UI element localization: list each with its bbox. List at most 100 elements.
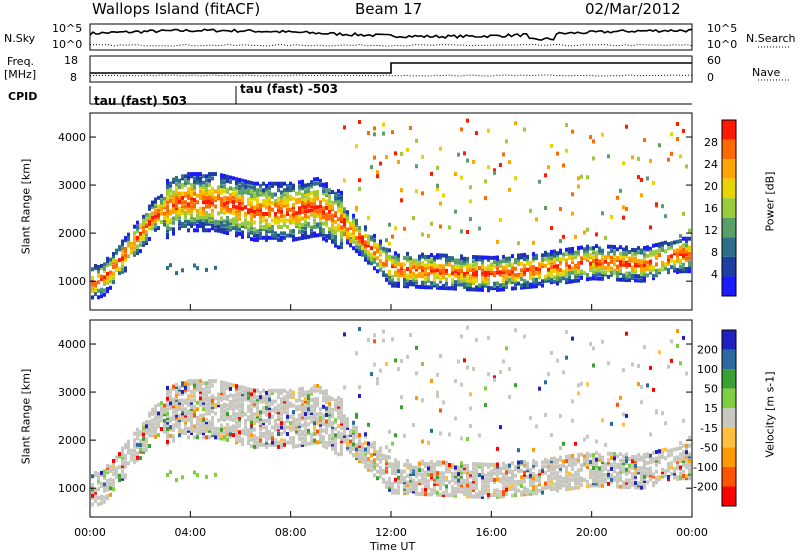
velocity-cell — [241, 428, 244, 433]
velocity-cell — [415, 474, 418, 479]
power-cell — [316, 213, 319, 218]
power-cell — [136, 235, 139, 240]
velocity-cell — [271, 388, 274, 393]
power-cell — [475, 285, 478, 290]
power-cell — [550, 143, 553, 148]
velocity-cell — [502, 492, 505, 497]
power-cell — [487, 165, 490, 170]
power-cell — [217, 224, 220, 229]
power-cell — [163, 203, 166, 208]
power-cell — [187, 180, 190, 185]
velocity-cell — [226, 384, 229, 388]
power-cell — [97, 280, 100, 285]
velocity-cell — [106, 494, 109, 498]
velocity-cell — [532, 459, 535, 464]
power-cell — [217, 211, 220, 216]
velocity-cell — [652, 387, 655, 392]
power-cell — [298, 210, 301, 215]
velocity-cell — [475, 477, 478, 482]
velocity-cell — [142, 432, 145, 437]
velocity-cell — [592, 472, 595, 477]
power-cell — [91, 289, 94, 293]
power-cell — [181, 211, 184, 215]
velocity-cell — [475, 338, 478, 343]
velocity-cell — [595, 464, 598, 469]
velocity-cell — [235, 425, 238, 430]
velocity-cell — [436, 475, 439, 480]
power-cell — [190, 174, 193, 179]
velocity-cell — [175, 404, 178, 409]
velocity-cell — [661, 474, 664, 479]
velocity-cell — [235, 440, 238, 445]
velocity-cell — [589, 462, 592, 467]
velocity-cell — [436, 492, 439, 497]
power-cell — [154, 201, 157, 206]
velocity-cell — [604, 442, 607, 447]
y-tick-label: 2000 — [58, 227, 86, 240]
power-cell — [319, 222, 322, 226]
y-tick-label: 2000 — [58, 434, 86, 447]
power-cell — [352, 246, 355, 251]
power-cell — [415, 189, 418, 194]
velocity-cell — [199, 428, 202, 433]
velocity-cell — [511, 482, 514, 487]
power-cell — [358, 249, 361, 254]
power-cell — [310, 234, 313, 239]
velocity-cell — [451, 474, 454, 478]
power-cell — [121, 256, 124, 261]
power-cell — [475, 131, 478, 136]
power-cell — [349, 226, 352, 230]
velocity-cell — [202, 398, 205, 403]
power-cell — [403, 226, 406, 231]
power-cell — [490, 266, 493, 271]
power-cell — [214, 172, 217, 177]
velocity-cell — [232, 402, 235, 407]
power-cell — [352, 227, 355, 232]
power-cell — [559, 268, 562, 273]
power-cell — [682, 247, 685, 252]
velocity-cell — [391, 486, 394, 491]
power-cell — [457, 280, 460, 285]
velocity-cell — [658, 350, 661, 355]
velocity-cell — [592, 481, 595, 486]
power-cell — [334, 228, 337, 233]
power-cell — [472, 270, 475, 275]
power-cell — [172, 231, 175, 236]
velocity-cell — [145, 439, 148, 444]
power-cell — [373, 155, 376, 160]
velocity-cell — [463, 491, 466, 496]
power-cell — [241, 183, 244, 187]
power-cell — [97, 265, 100, 269]
power-cell — [424, 276, 427, 281]
power-cell — [235, 213, 238, 218]
velocity-cell — [421, 472, 424, 477]
power-cell — [421, 274, 424, 279]
power-cell — [103, 281, 106, 286]
power-cell — [361, 252, 364, 257]
velocity-cell — [190, 426, 193, 431]
power-cell — [313, 190, 316, 195]
velocity-cell — [457, 478, 460, 483]
velocity-cell — [331, 412, 334, 417]
velocity-cell — [97, 476, 100, 481]
velocity-cell — [454, 379, 457, 384]
power-cell — [397, 160, 400, 164]
power-cell — [274, 231, 277, 236]
power-cell — [238, 180, 241, 184]
velocity-cell — [196, 381, 199, 386]
power-cell — [220, 190, 223, 195]
velocity-cell — [586, 456, 589, 461]
power-cell — [259, 192, 262, 197]
velocity-cell — [97, 502, 100, 507]
power-cell — [403, 284, 406, 289]
power-cell — [187, 208, 190, 213]
velocity-cell — [301, 391, 304, 396]
power-cell — [529, 265, 532, 270]
velocity-cell — [655, 450, 658, 454]
velocity-cell — [145, 448, 148, 453]
velocity-cell — [658, 449, 661, 454]
power-cell — [607, 266, 610, 271]
power-cell — [403, 256, 406, 260]
power-cell — [184, 182, 187, 187]
velocity-cell — [382, 456, 385, 460]
